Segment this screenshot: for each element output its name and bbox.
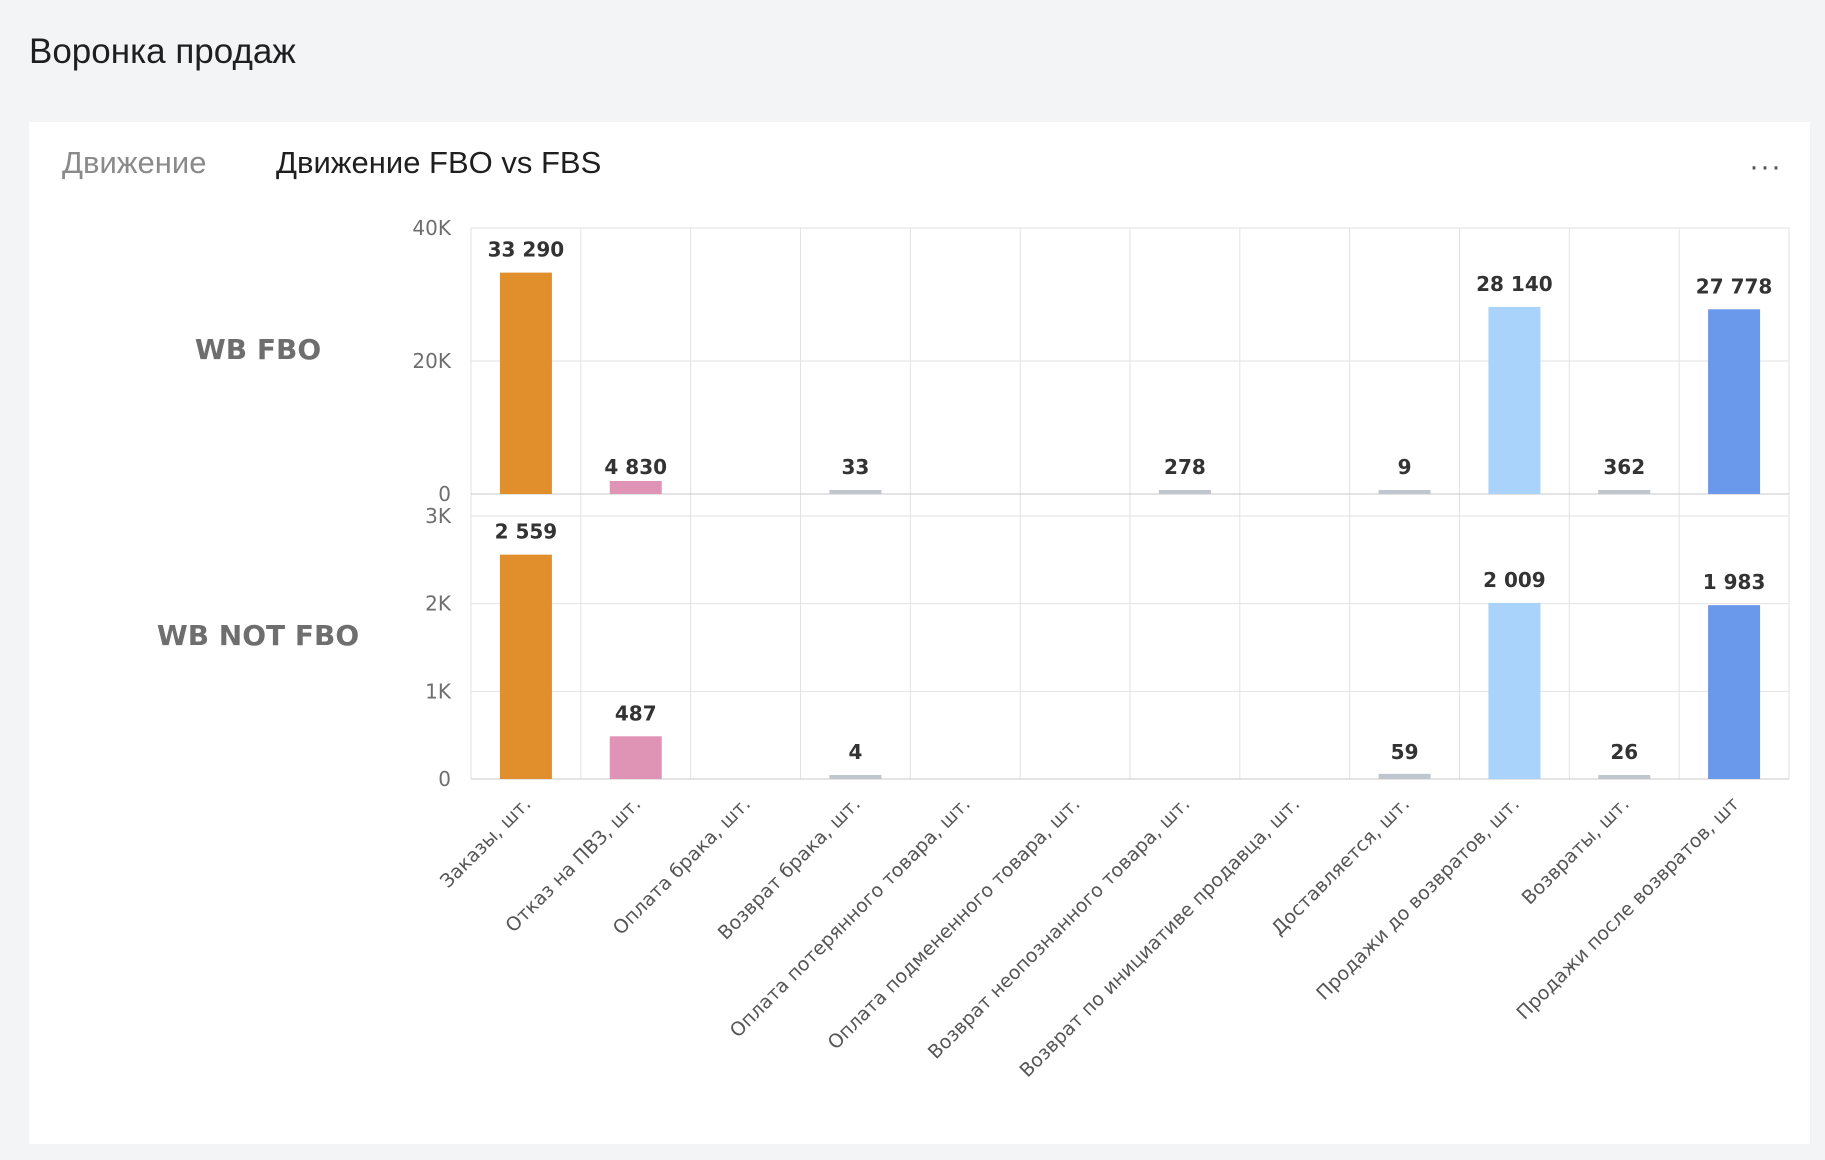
value-label-bg <box>1385 740 1424 766</box>
value-label-bg <box>598 455 673 481</box>
value-label: 362 <box>1603 455 1645 479</box>
value-label: 28 140 <box>1476 272 1553 296</box>
page-title: Воронка продаж <box>29 32 296 71</box>
value-label-bg <box>1159 455 1210 481</box>
y-tick-label: 2K <box>425 592 452 616</box>
value-label-bg <box>482 237 569 264</box>
row-label-not-fbo: WB NOT FBO <box>156 619 360 652</box>
x-category-label: Продажи после возвратов, шт <box>1512 793 1743 1024</box>
value-label: 1 983 <box>1703 570 1766 594</box>
value-label-bg <box>488 519 563 546</box>
bar-chart: 0 20K 40K 33 290 4 830 33 278 9 28 140 362 27 778 0… <box>412 216 1790 1082</box>
value-label-bg <box>1391 455 1418 481</box>
value-label: 487 <box>615 701 657 725</box>
bar <box>499 554 552 779</box>
value-label-bg <box>1691 274 1778 301</box>
tab-movement[interactable]: Движение <box>62 145 207 180</box>
y-tick-label: 1K <box>425 679 452 703</box>
x-category-label: Заказы, шт. <box>436 793 535 892</box>
y-tick-label: 20K <box>412 349 451 373</box>
bar <box>1488 306 1541 494</box>
chart-card: Движение Движение FBO vs FBS ··· WB FBO … <box>29 122 1810 1144</box>
bar <box>1378 490 1431 494</box>
value-label-bg <box>1599 455 1650 481</box>
value-label-bg <box>1471 271 1558 298</box>
value-label: 33 <box>841 455 869 479</box>
value-label: 27 778 <box>1696 274 1773 298</box>
more-horizontal-icon[interactable]: ··· <box>1749 150 1782 183</box>
y-tick-label: 0 <box>438 767 451 791</box>
tab-movement-fbo-vs-fbs[interactable]: Движение FBO vs FBS <box>276 145 602 180</box>
value-label: 2 559 <box>495 520 558 544</box>
value-label: 278 <box>1164 455 1206 479</box>
x-category-label: Продажи до возвратов, шт. <box>1312 793 1524 1005</box>
value-label-bg <box>842 740 869 766</box>
bar <box>829 490 882 494</box>
value-label: 33 290 <box>488 238 565 262</box>
value-label: 26 <box>1610 740 1638 764</box>
value-label: 2 009 <box>1483 568 1546 592</box>
bar <box>609 736 662 779</box>
value-label: 4 <box>848 740 862 764</box>
bar <box>499 272 552 494</box>
row-label-fbo: WB FBO <box>194 333 322 366</box>
y-tick-label: 0 <box>438 482 451 506</box>
bar <box>1378 773 1431 779</box>
value-label: 4 830 <box>604 455 667 479</box>
value-label-bg <box>1697 570 1772 597</box>
value-label-bg <box>1477 567 1552 594</box>
bar <box>1708 309 1761 494</box>
value-label-bg <box>1605 740 1644 766</box>
bar <box>1158 490 1211 494</box>
x-category-label: Оплата подмененного товара, шт. <box>824 793 1085 1054</box>
bar <box>1598 490 1651 494</box>
value-label-bg <box>610 701 661 728</box>
bar <box>829 775 882 779</box>
y-tick-label: 40K <box>412 216 451 240</box>
value-label-bg <box>836 455 875 481</box>
bar <box>1708 605 1761 779</box>
value-label: 9 <box>1398 455 1412 479</box>
x-category-label: Возвраты, шт. <box>1518 793 1634 909</box>
x-category-label: Оплата потерянного товара, шт. <box>726 793 975 1042</box>
bar <box>1598 775 1651 779</box>
value-label: 59 <box>1391 740 1419 764</box>
bar <box>1488 602 1541 779</box>
y-tick-label: 3K <box>425 504 452 528</box>
